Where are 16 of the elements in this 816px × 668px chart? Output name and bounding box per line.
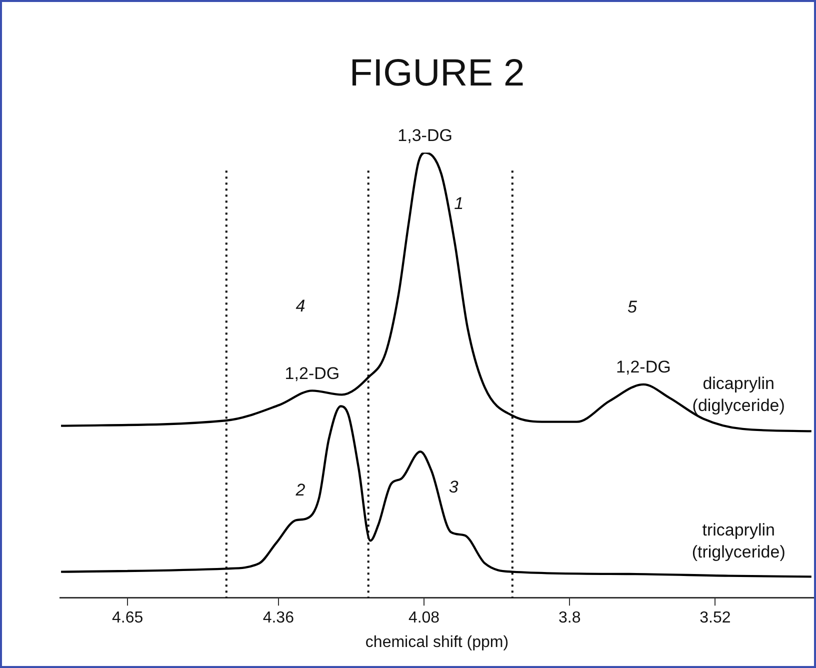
series-label: tricaprylin (triglyceride) — [692, 520, 786, 562]
annotation: 4 — [296, 296, 306, 316]
x-tick-label: 4.36 — [262, 610, 294, 627]
x-tick-label: 4.08 — [408, 610, 440, 627]
series-label: dicaprylin (diglyceride) — [692, 374, 785, 415]
x-tick-label: 4.65 — [112, 610, 144, 627]
annotation: 3 — [448, 477, 459, 496]
x-tick-label: 3.52 — [700, 610, 731, 627]
annotation: 1,2-DG — [284, 364, 340, 383]
annotation: 1 — [454, 194, 464, 213]
annotation: 5 — [628, 298, 638, 317]
x-tick-label: 3.8 — [558, 610, 581, 627]
annotation: 1,3-DG — [398, 126, 452, 145]
annotation: 2 — [294, 480, 306, 500]
chart-title: FIGURE 2 — [349, 52, 525, 94]
annotation: 1,2-DG — [616, 358, 671, 377]
